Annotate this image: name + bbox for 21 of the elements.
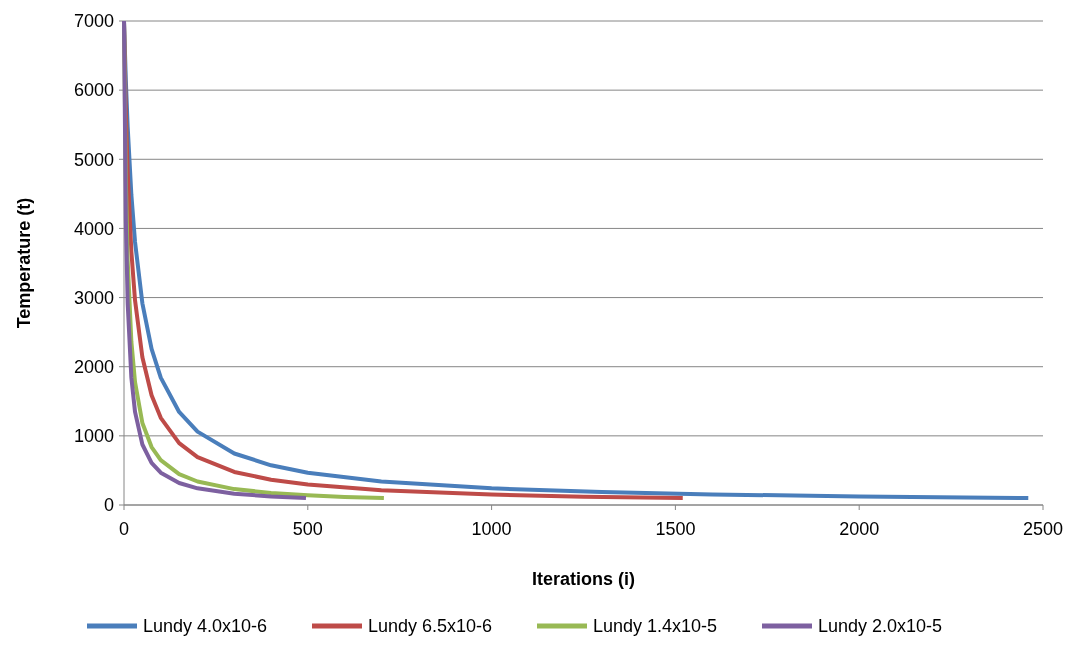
x-tick-label: 0 (118, 519, 130, 539)
y-tick-label: 3000 (73, 287, 114, 308)
x-tick-label: 1000 (471, 519, 512, 539)
legend-label: Lundy 6.5x10-6 (368, 616, 493, 637)
x-tick-label: 2000 (839, 519, 880, 539)
y-tick-label: 2000 (73, 357, 114, 378)
x-axis-title: Iterations (i) (531, 569, 636, 589)
x-tick-label: 1500 (655, 519, 696, 539)
y-tick-label: 5000 (73, 149, 114, 170)
y-tick-label: 7000 (73, 11, 114, 32)
x-tick-label: 2500 (1022, 519, 1064, 539)
y-tick-label: 4000 (73, 218, 114, 239)
line-series (122, 19, 308, 501)
x-tick-label: 500 (292, 519, 323, 539)
legend-label: Lundy 4.0x10-6 (143, 616, 268, 637)
legend-label: Lundy 2.0x10-5 (818, 616, 943, 637)
y-axis-title: Temperature (t) (14, 197, 34, 329)
y-tick-label: 0 (103, 495, 114, 516)
y-tick-label: 6000 (73, 80, 114, 101)
y-tick-label: 1000 (73, 426, 114, 447)
legend-label: Lundy 1.4x10-5 (593, 616, 718, 637)
